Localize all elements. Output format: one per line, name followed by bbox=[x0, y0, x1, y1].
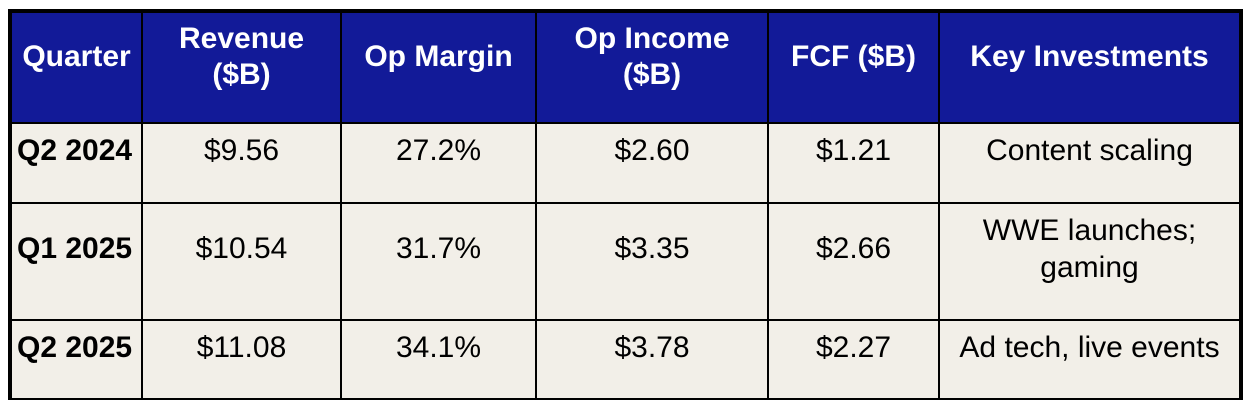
cell-op-margin: 34.1% bbox=[340, 318, 537, 400]
cell-key-investments: Ad tech, live events bbox=[938, 318, 1242, 400]
column-header-op-income: Op Income ($B) bbox=[535, 10, 769, 124]
table-row: Q2 2025 $11.08 34.1% $3.78 $2.27 Ad tech… bbox=[9, 318, 1242, 400]
column-header-fcf: FCF ($B) bbox=[767, 10, 940, 124]
cell-quarter: Q2 2024 bbox=[9, 122, 143, 204]
cell-op-margin: 27.2% bbox=[340, 122, 537, 204]
cell-quarter: Q1 2025 bbox=[9, 201, 143, 321]
cell-op-income: $3.78 bbox=[535, 318, 769, 400]
cell-revenue: $10.54 bbox=[141, 201, 342, 321]
table-body: Q2 2024 $9.56 27.2% $2.60 $1.21 Content … bbox=[9, 122, 1242, 400]
cell-revenue: $11.08 bbox=[141, 318, 342, 400]
table-row: Q2 2024 $9.56 27.2% $2.60 $1.21 Content … bbox=[9, 122, 1242, 204]
cell-op-margin: 31.7% bbox=[340, 201, 537, 321]
header-row: Quarter Revenue ($B) Op Margin Op Income… bbox=[9, 10, 1242, 124]
column-header-key-investments: Key Investments bbox=[938, 10, 1242, 124]
quarterly-financials-table: Quarter Revenue ($B) Op Margin Op Income… bbox=[8, 9, 1243, 400]
column-header-revenue: Revenue ($B) bbox=[141, 10, 342, 124]
table-row: Q1 2025 $10.54 31.7% $3.35 $2.66 WWE lau… bbox=[9, 201, 1242, 321]
table-header: Quarter Revenue ($B) Op Margin Op Income… bbox=[9, 10, 1242, 124]
cell-key-investments: WWE launches; gaming bbox=[938, 201, 1242, 321]
cell-revenue: $9.56 bbox=[141, 122, 342, 204]
column-header-op-margin: Op Margin bbox=[340, 10, 537, 124]
cell-fcf: $2.27 bbox=[767, 318, 940, 400]
cell-op-income: $3.35 bbox=[535, 201, 769, 321]
cell-key-investments: Content scaling bbox=[938, 122, 1242, 204]
column-header-quarter: Quarter bbox=[9, 10, 143, 124]
cell-quarter: Q2 2025 bbox=[9, 318, 143, 400]
cell-op-income: $2.60 bbox=[535, 122, 769, 204]
cell-fcf: $2.66 bbox=[767, 201, 940, 321]
cell-fcf: $1.21 bbox=[767, 122, 940, 204]
